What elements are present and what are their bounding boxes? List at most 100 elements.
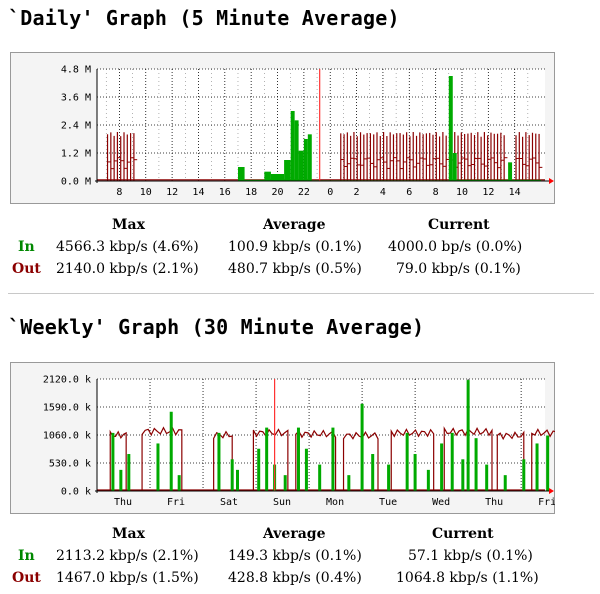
daily-average-header: Average (263, 217, 326, 233)
weekly-ytick-label: 1060.0 k (43, 431, 91, 442)
daily-in-area (284, 160, 291, 181)
weekly-in-spike (503, 475, 507, 491)
weekly-xtick-label: Sun (273, 497, 291, 508)
weekly-in-spike (304, 448, 308, 491)
weekly-in-current: 57.1 kbp/s (0.1%) (408, 548, 533, 564)
daily-graph-title: `Daily' Graph (5 Minute Average) (8, 6, 400, 30)
weekly-average-header: Average (263, 526, 326, 542)
daily-xtick-label: 0 (327, 187, 333, 198)
daily-out-current: 79.0 kbp/s (0.1%) (396, 261, 521, 277)
weekly-in-spike (426, 469, 430, 491)
weekly-in-spike (450, 432, 454, 491)
weekly-in-spike (230, 459, 234, 491)
weekly-in-spike (156, 443, 160, 491)
weekly-xtick-label: Fri (538, 497, 555, 508)
daily-in-area (448, 76, 453, 181)
weekly-in-spike (440, 443, 444, 491)
daily-xtick-label: 20 (271, 187, 283, 198)
daily-xtick-label: 4 (380, 187, 386, 198)
weekly-in-spike (405, 432, 409, 491)
daily-out-average: 480.7 kbp/s (0.5%) (228, 261, 362, 277)
weekly-ytick-label: 0.0 k (61, 487, 91, 498)
weekly-current-header: Current (432, 526, 494, 542)
daily-xtick-label: 14 (192, 187, 204, 198)
daily-max-header: Max (112, 217, 145, 233)
daily-ytick-label: 0.0 M (61, 177, 91, 188)
daily-xtick-label: 2 (354, 187, 360, 198)
weekly-out-plateau (109, 429, 127, 490)
weekly-in-spike (217, 432, 221, 491)
weekly-out-plateau (252, 428, 289, 490)
weekly-in-spike (257, 448, 261, 491)
daily-in-area (508, 162, 513, 181)
weekly-graph: 2120.0 k 1590.0 k 1060.0 k 530.0 k 0.0 k Thu F… (10, 362, 555, 514)
weekly-xtick-label: Thu (114, 497, 132, 508)
weekly-in-spike (283, 475, 287, 491)
weekly-in-spike (522, 459, 526, 491)
daily-xtick-label: 18 (245, 187, 257, 198)
daily-in-area (264, 171, 271, 181)
weekly-ytick-label: 2120.0 k (43, 375, 91, 386)
daily-xtick-label: 10 (456, 187, 468, 198)
section-divider (8, 293, 594, 294)
daily-plot-area (97, 69, 545, 181)
weekly-xtick-label: Fri (167, 497, 185, 508)
daily-current-header: Current (428, 217, 490, 233)
daily-xtick-label: 10 (140, 187, 152, 198)
weekly-ytick-label: 1590.0 k (43, 403, 91, 414)
daily-in-max: 4566.3 kbp/s (4.6%) (56, 239, 199, 255)
weekly-in-spike (413, 454, 417, 491)
weekly-in-spike (119, 469, 123, 491)
weekly-out-label: Out (12, 570, 41, 586)
weekly-xtick-label: Tue (379, 497, 397, 508)
daily-in-label: In (18, 239, 35, 255)
weekly-in-spike (265, 427, 269, 491)
daily-in-area (512, 179, 542, 181)
weekly-out-plateau (295, 429, 337, 490)
weekly-in-spike (331, 427, 335, 491)
daily-xtick-label: 8 (433, 187, 439, 198)
weekly-in-spike (535, 443, 539, 491)
weekly-out-plateau (213, 430, 233, 490)
weekly-xtick-label: Wed (432, 497, 450, 508)
daily-in-area (290, 111, 295, 181)
weekly-in-spike (360, 403, 364, 491)
daily-in-area (452, 153, 457, 181)
weekly-in-spike (371, 454, 375, 491)
daily-xtick-label: 12 (482, 187, 494, 198)
daily-in-area (298, 150, 304, 181)
weekly-in-spike (296, 427, 300, 491)
weekly-in-spike (235, 469, 239, 491)
weekly-out-max: 1467.0 kbp/s (1.5%) (56, 570, 199, 586)
weekly-out-plateau (496, 430, 525, 490)
daily-xtick-label: 22 (298, 187, 310, 198)
weekly-in-spike (387, 464, 391, 491)
daily-in-area (294, 120, 299, 181)
weekly-in-spike (461, 459, 465, 491)
weekly-xtick-label: Mon (326, 497, 344, 508)
weekly-in-spike (546, 435, 550, 491)
weekly-in-max: 2113.2 kbp/s (2.1%) (56, 548, 199, 564)
daily-ytick-label: 2.4 M (61, 121, 91, 132)
daily-xtick-label: 12 (166, 187, 178, 198)
weekly-in-label: In (18, 548, 35, 564)
daily-ytick-label: 3.6 M (61, 93, 91, 104)
daily-in-average: 100.9 kbp/s (0.1%) (228, 239, 362, 255)
daily-ytick-label: 4.8 M (61, 65, 91, 76)
weekly-in-spike (111, 432, 115, 491)
daily-ytick-label: 1.2 M (61, 149, 91, 160)
daily-in-area (303, 139, 308, 181)
daily-in-area (456, 179, 509, 181)
weekly-in-spike (127, 454, 131, 491)
weekly-ytick-label: 530.0 k (49, 459, 91, 470)
daily-xtick-label: 16 (219, 187, 231, 198)
daily-x-axis-arrow (549, 178, 554, 184)
daily-in-area (237, 167, 245, 181)
weekly-max-header: Max (112, 526, 145, 542)
weekly-in-spike (169, 411, 173, 491)
daily-in-area (244, 179, 265, 181)
daily-xtick-label: 6 (406, 187, 412, 198)
weekly-xtick-label: Thu (485, 497, 503, 508)
weekly-xtick-label: Sat (220, 497, 238, 508)
daily-out-label: Out (12, 261, 41, 277)
